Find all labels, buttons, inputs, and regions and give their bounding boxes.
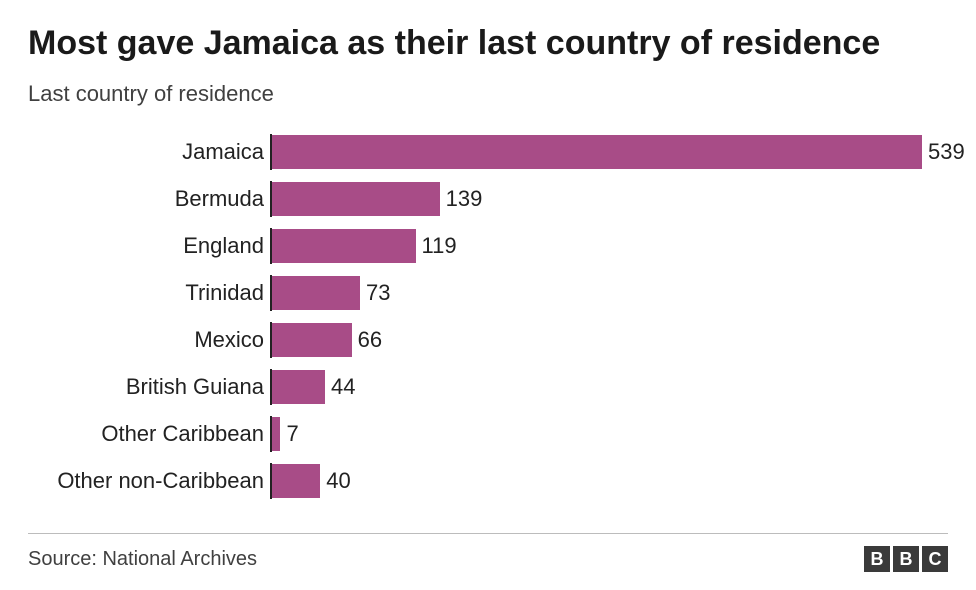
logo-letter: B [893,546,919,572]
bar-chart: Jamaica539 Bermuda 139 England 119 Trinidad 73… [28,129,948,504]
bar-value: 119 [422,233,457,259]
bar-value: 139 [446,186,483,212]
bar-wrap: 539 [272,135,965,169]
bar-wrap: 44 [272,370,948,404]
bar [272,135,922,169]
bar-value: 44 [331,374,355,400]
category-label: England [28,233,270,259]
category-label: British Guiana [28,374,270,400]
chart-title: Most gave Jamaica as their last country … [28,24,948,63]
bar [272,370,325,404]
bar-value: 40 [326,468,350,494]
bar [272,417,280,451]
bar-wrap: 139 [272,182,948,216]
chart-subtitle: Last country of residence [28,81,948,107]
bar [272,323,352,357]
logo-letter: B [864,546,890,572]
bar [272,182,440,216]
bar-wrap: 73 [272,276,948,310]
category-label: Bermuda [28,186,270,212]
bar-value: 539 [928,139,965,165]
bar [272,276,360,310]
table-row: Jamaica539 [28,134,948,170]
table-row: England 119 [28,228,948,264]
table-row: Other Caribbean 7 [28,416,948,452]
table-row: Mexico 66 [28,322,948,358]
chart-footer: Source: National Archives BBC [28,533,948,572]
source-text: Source: National Archives [28,548,257,571]
category-label: Jamaica [28,139,270,165]
bar-wrap: 7 [272,417,948,451]
bar [272,229,416,263]
bar-wrap: 40 [272,464,948,498]
logo-letter: C [922,546,948,572]
category-label: Mexico [28,327,270,353]
table-row: Trinidad 73 [28,275,948,311]
bar-wrap: 66 [272,323,948,357]
bar-value: 7 [286,421,298,447]
category-label: Other Caribbean [28,421,270,447]
category-label: Other non-Caribbean [28,468,270,494]
bar-value: 73 [366,280,390,306]
table-row: Bermuda 139 [28,181,948,217]
bar-value: 66 [358,327,382,353]
bbc-logo: BBC [864,546,948,572]
bar [272,464,320,498]
bar-wrap: 119 [272,229,948,263]
table-row: Other non-Caribbean 40 [28,463,948,499]
category-label: Trinidad [28,280,270,306]
table-row: British Guiana 44 [28,369,948,405]
